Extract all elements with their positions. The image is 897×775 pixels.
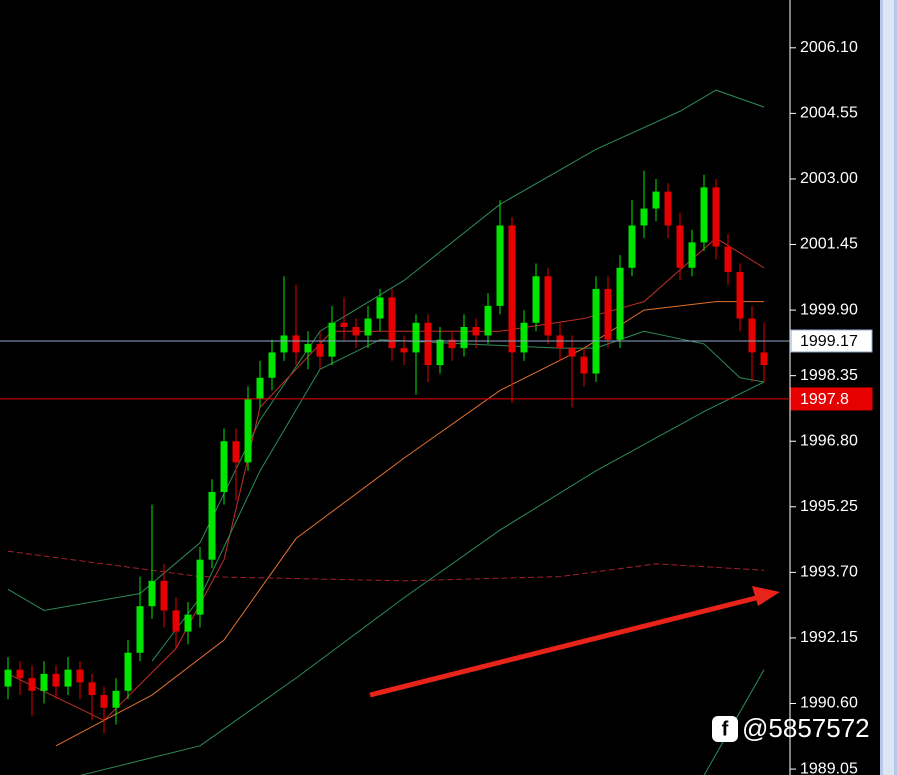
candle-body (388, 297, 396, 349)
candle-body (628, 225, 636, 268)
candle-body (364, 318, 372, 336)
candle-body (532, 276, 540, 323)
candle-body (148, 580, 156, 607)
arrow-head (752, 586, 780, 606)
candle-body (448, 339, 456, 349)
candle-body (460, 327, 468, 349)
candle-body (316, 343, 324, 357)
y-tick-label: 1996.80 (800, 432, 858, 449)
candle-body (508, 225, 516, 353)
candle-body (40, 673, 48, 691)
indicator-line (79, 381, 765, 775)
candle-body (304, 343, 312, 353)
scrollbar-track (883, 0, 894, 775)
indicator-line (7, 237, 765, 722)
candle-body (112, 690, 120, 708)
candle-body (232, 441, 240, 463)
candle-body (244, 398, 252, 463)
candle-body (592, 288, 600, 374)
candle-body (472, 327, 480, 336)
plot-area (0, 89, 790, 775)
y-tick-label: 1990.60 (800, 695, 858, 712)
candle-body (496, 225, 504, 306)
candle-body (676, 225, 684, 268)
candle-body (748, 318, 756, 353)
candle-body (328, 322, 336, 357)
candle-body (280, 335, 288, 353)
y-tick-label: 2001.45 (800, 236, 858, 253)
candle-body (484, 305, 492, 336)
candle-body (556, 335, 564, 349)
price-box (790, 329, 873, 353)
candle-body (568, 348, 576, 357)
candle-body (400, 348, 408, 353)
candle-body (544, 276, 552, 336)
candle-body (700, 187, 708, 243)
candle-body (712, 187, 720, 247)
candle-body (28, 678, 36, 691)
candle-body (436, 339, 444, 366)
y-tick-label: 2006.10 (800, 39, 858, 56)
candle-body (160, 580, 168, 611)
candle-body (256, 377, 264, 399)
price-label: 1999.17 (800, 333, 858, 350)
y-tick-label: 2004.55 (800, 105, 858, 122)
trend-arrow (369, 586, 780, 698)
candle-body (412, 322, 420, 353)
candle-body (760, 352, 768, 366)
price-box (790, 387, 873, 411)
candle-body (136, 606, 144, 653)
candle-body (268, 352, 276, 378)
price-axis: 2006.10 2004.55 2003.00 2001.45 1999.90 1998.… (790, 39, 873, 775)
candle-body (376, 297, 384, 319)
indicator-line (55, 301, 764, 747)
candle-body (88, 682, 96, 696)
candle-body (4, 669, 12, 687)
candle-body (184, 614, 192, 632)
candle-body (352, 327, 360, 336)
candle-body (520, 322, 528, 353)
indicator-line (7, 550, 765, 582)
candle-body (220, 441, 228, 492)
candle-body (736, 272, 744, 319)
candle-body (16, 669, 24, 679)
price-label: 1997.8 (800, 391, 849, 408)
indicator-line (7, 89, 765, 611)
candle-body (604, 288, 612, 340)
candle-body (424, 322, 432, 366)
candle-body (124, 652, 132, 691)
candle-body (652, 191, 660, 209)
candle-body (52, 673, 60, 687)
watermark-icon (712, 716, 738, 742)
candle-body (664, 191, 672, 226)
candle-body (580, 356, 588, 374)
candle-body (724, 246, 732, 273)
candle-body (688, 242, 696, 268)
y-tick-label: 1992.15 (800, 629, 858, 646)
watermark-text: @5857572 (742, 713, 870, 743)
y-tick-label: 1999.90 (800, 301, 858, 318)
candle-body (76, 669, 84, 683)
y-tick-label: 1998.35 (800, 367, 858, 384)
candle-body (340, 322, 348, 328)
candle-body (64, 669, 72, 687)
candle-body (616, 267, 624, 340)
watermark-icon-glyph: f (722, 718, 729, 740)
y-tick-label: 1995.25 (800, 498, 858, 515)
candle-body (172, 610, 180, 632)
y-tick-label: 2003.00 (800, 170, 858, 187)
watermark: f @5857572 (712, 713, 870, 743)
arrow-shaft (369, 594, 761, 698)
candle-body (196, 559, 204, 615)
y-tick-label: 1993.70 (800, 564, 858, 581)
candle-body (640, 208, 648, 226)
y-tick-label: 1989.05 (800, 760, 858, 775)
candle-body (208, 491, 216, 560)
candle-body (100, 695, 108, 708)
candle-body (292, 335, 300, 353)
